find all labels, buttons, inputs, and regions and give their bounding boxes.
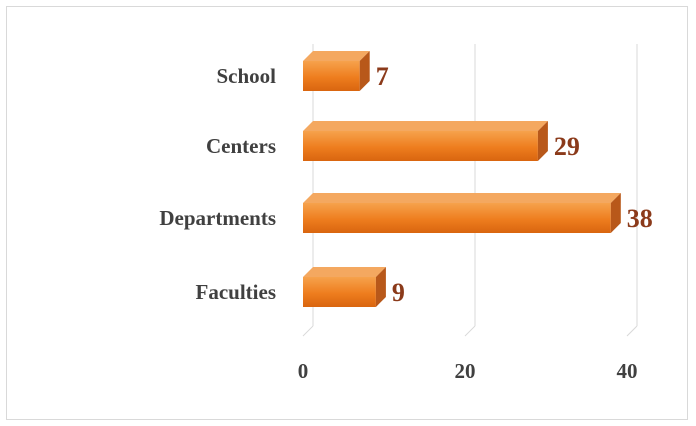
labels: 0 20 40 Faculties 9 Departments 38 Centers 29 Sch… (159, 62, 652, 383)
data-label-faculties: 9 (392, 278, 405, 307)
bar-side-faculties (375, 267, 386, 307)
bar-front-school (303, 61, 360, 91)
bar-front-departments (303, 203, 611, 233)
bar-top-faculties (303, 267, 386, 277)
x-tick-label-0: 0 (298, 359, 309, 383)
category-label-centers: Centers (206, 134, 276, 158)
bar-school (303, 51, 370, 91)
bar-top-departments (303, 193, 621, 203)
data-label-departments: 38 (627, 204, 653, 233)
x-tick-label-40: 40 (617, 359, 638, 383)
floor-line-20 (464, 325, 476, 337)
floor-line-40 (626, 325, 638, 337)
bar-faculties (303, 267, 386, 307)
bars (303, 51, 621, 307)
floor-line-0 (302, 325, 314, 337)
bar-side-school (359, 51, 370, 91)
bar-top-school (303, 51, 370, 61)
bar-departments (303, 193, 621, 233)
data-label-school: 7 (376, 62, 389, 91)
data-label-centers: 29 (554, 132, 580, 161)
bar-front-faculties (303, 277, 376, 307)
bar-side-departments (610, 193, 621, 233)
bar-front-centers (303, 131, 538, 161)
category-label-faculties: Faculties (196, 280, 276, 304)
x-tick-label-20: 20 (455, 359, 476, 383)
category-label-departments: Departments (159, 206, 276, 230)
bar-side-centers (537, 121, 548, 161)
category-label-school: School (216, 64, 276, 88)
bar-top-centers (303, 121, 548, 131)
bar-centers (303, 121, 548, 161)
